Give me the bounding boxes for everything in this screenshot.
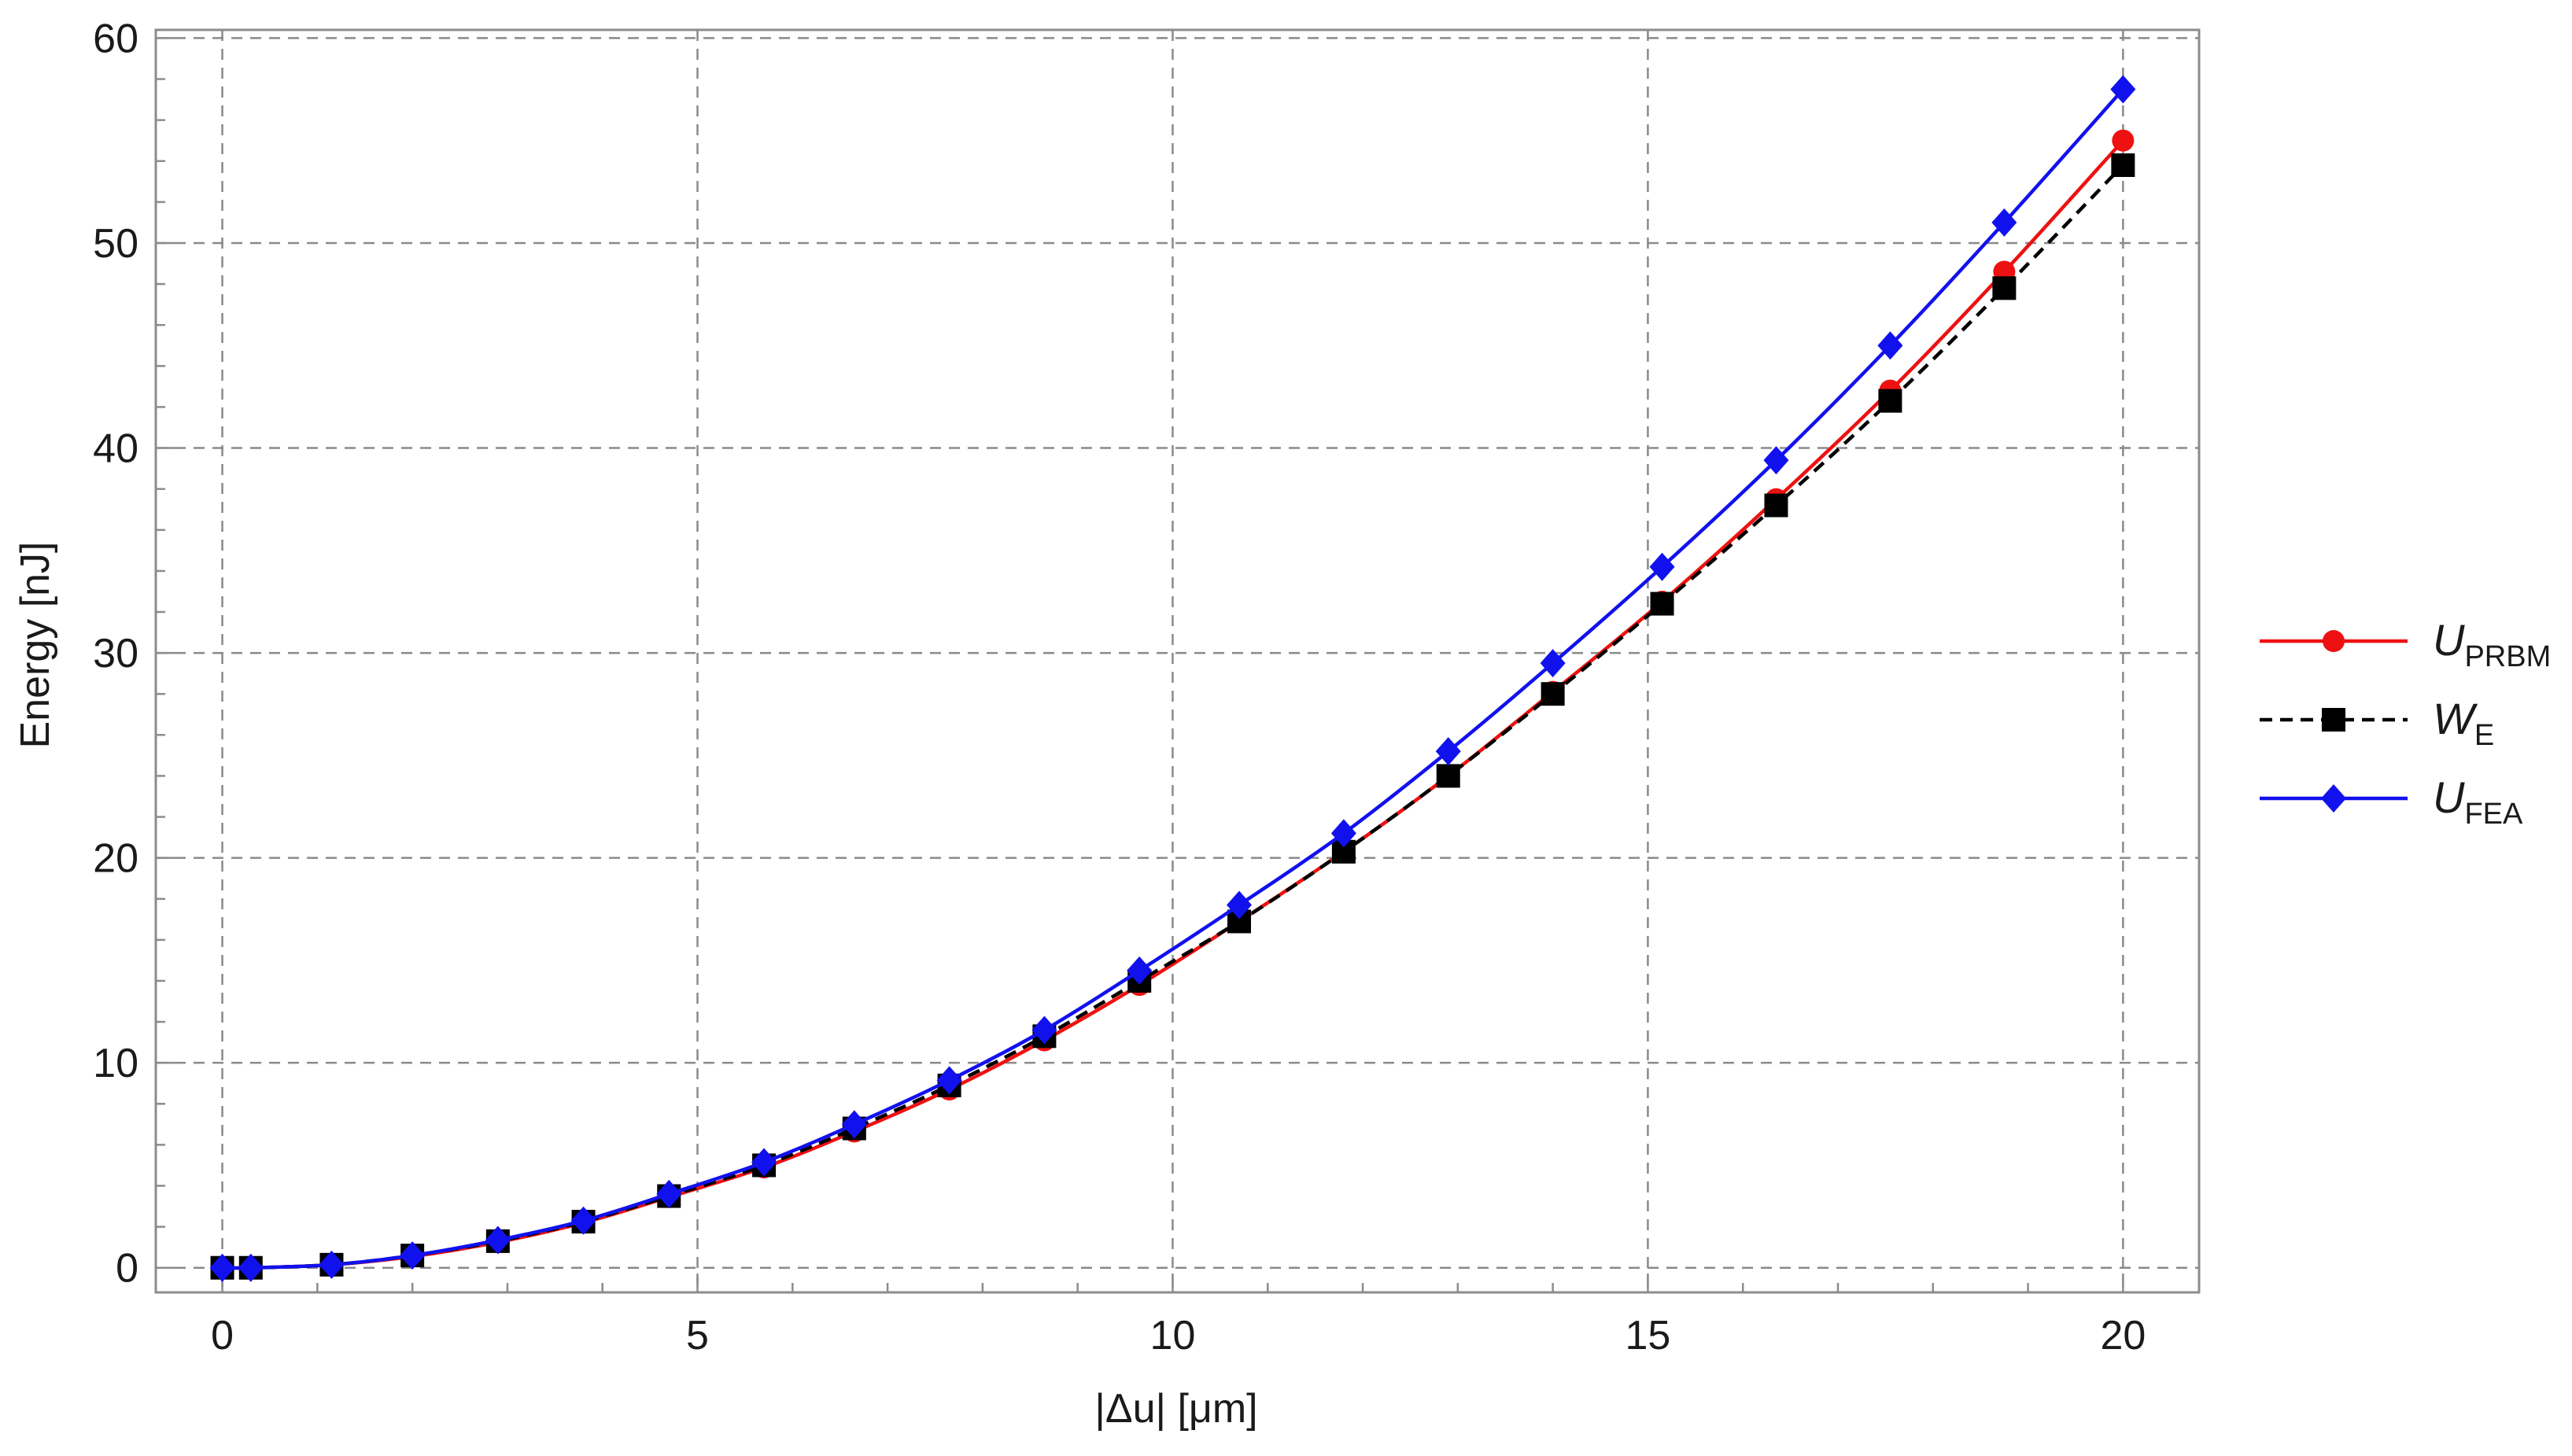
data-point-w-e	[1541, 682, 1565, 706]
y-tick-label: 20	[93, 836, 138, 882]
legend-marker	[2321, 784, 2346, 813]
x-tick-label: 0	[211, 1313, 234, 1358]
series-u-fea	[209, 75, 2136, 1282]
data-point-u-fea	[319, 1250, 345, 1279]
y-tick-label: 60	[93, 16, 138, 61]
x-tick-label: 15	[1625, 1313, 1670, 1358]
data-point-u-fea	[238, 1253, 264, 1282]
x-tick-label: 20	[2100, 1313, 2146, 1358]
data-point-u-fea	[1127, 956, 1153, 985]
legend-item-w-e: WE	[2260, 694, 2494, 752]
data-point-u-fea	[936, 1066, 962, 1095]
series-line-u-prbm	[222, 139, 2125, 1270]
legend-label-sub: PRBM	[2464, 640, 2551, 673]
y-tick-label: 40	[93, 426, 138, 472]
y-tick-label: 30	[93, 631, 138, 676]
data-point-u-fea	[400, 1241, 426, 1270]
legend-label-main: U	[2433, 772, 2465, 822]
y-tick-label: 10	[93, 1041, 138, 1086]
x-tick-label: 10	[1150, 1313, 1196, 1358]
legend-label: UFEA	[2433, 772, 2523, 831]
data-point-w-e	[1436, 764, 1460, 788]
legend-marker	[2322, 708, 2345, 732]
legend-item-u-fea: UFEA	[2260, 772, 2523, 831]
legend-label-sub: FEA	[2464, 798, 2523, 831]
data-point-u-fea	[656, 1179, 682, 1208]
data-point-u-fea	[1649, 552, 1675, 581]
data-point-u-fea	[2110, 75, 2136, 104]
plot-frame	[154, 28, 2201, 1294]
data-point-u-fea	[209, 1253, 235, 1282]
data-point-u-fea	[1435, 737, 1461, 766]
grid	[156, 30, 2199, 1292]
legend-label-sub: E	[2474, 719, 2494, 752]
data-point-u-fea	[1540, 649, 1566, 678]
data-point-u-fea	[751, 1148, 777, 1177]
data-point-w-e	[1764, 493, 1788, 518]
data-point-w-e	[1992, 276, 2017, 300]
x-tick-label: 5	[686, 1313, 709, 1358]
data-point-u-fea	[570, 1206, 596, 1235]
data-point-u-fea	[1031, 1016, 1057, 1045]
tick-marks	[156, 37, 2124, 1292]
series-layer	[209, 75, 2136, 1282]
legend-label: UPRBM	[2433, 615, 2551, 673]
legend-label-main: U	[2433, 615, 2465, 665]
tick-labels: 0 5 10 15 20 0 10 20 30 40 50 60	[93, 16, 2146, 1358]
data-point-u-fea	[1877, 331, 1903, 360]
data-point-w-e	[2111, 153, 2135, 177]
data-point-u-fea	[1991, 208, 2017, 237]
y-tick-label: 0	[116, 1246, 138, 1292]
data-point-u-fea	[1330, 819, 1356, 848]
data-point-u-prbm	[2112, 129, 2135, 152]
data-point-u-fea	[1227, 890, 1253, 920]
data-point-u-fea	[1763, 446, 1789, 475]
y-tick-label: 50	[93, 221, 138, 267]
legend-item-u-prbm: UPRBM	[2260, 615, 2551, 673]
y-axis-title: Energy [nJ]	[13, 541, 58, 748]
legend-label-main: W	[2433, 694, 2478, 743]
data-point-w-e	[1650, 592, 1674, 616]
data-point-u-fea	[485, 1226, 511, 1255]
legend-marker	[2323, 630, 2345, 652]
data-point-w-e	[1878, 389, 1902, 413]
data-point-u-fea	[841, 1110, 867, 1139]
x-axis-title: |Δu| [μm]	[1094, 1386, 1257, 1432]
legend-label: WE	[2433, 694, 2494, 752]
